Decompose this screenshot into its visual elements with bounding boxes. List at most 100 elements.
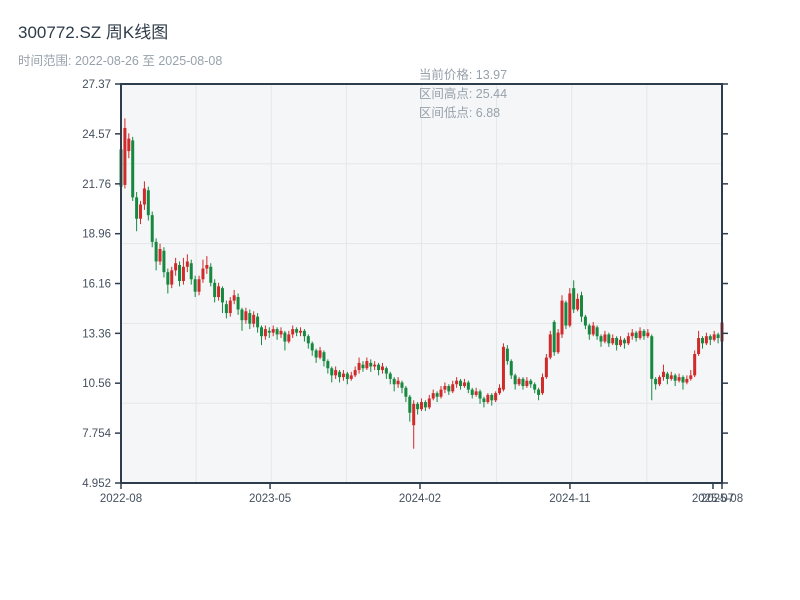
- candle-body: [373, 364, 377, 367]
- candle-body: [408, 396, 412, 413]
- candle-body: [603, 334, 607, 342]
- candle-body: [295, 329, 299, 333]
- candle-body: [486, 394, 490, 403]
- candle-body: [474, 391, 478, 395]
- candle-body: [459, 380, 463, 387]
- candle-body: [244, 311, 248, 321]
- candle-body: [384, 368, 388, 374]
- candle-body: [205, 265, 209, 269]
- candle-body: [607, 334, 611, 344]
- candle-body: [447, 386, 451, 392]
- candle-body: [416, 403, 420, 410]
- candle-body: [443, 386, 447, 390]
- y-tick-label: 18.96: [82, 229, 111, 241]
- candle-body: [197, 279, 201, 292]
- x-tick-label: 2023-05: [249, 493, 291, 505]
- candle-body: [232, 295, 236, 301]
- candle-body: [669, 375, 673, 379]
- candle-body: [595, 327, 599, 337]
- candle-body: [189, 263, 193, 280]
- current-price-text: 当前价格: 13.97: [418, 68, 508, 82]
- candle-body: [665, 373, 669, 379]
- candle-body: [181, 266, 185, 282]
- candle-body: [580, 295, 584, 317]
- candle-body: [455, 380, 459, 385]
- candle-body: [127, 138, 131, 152]
- candle-body: [439, 389, 443, 397]
- candle-body: [501, 346, 505, 390]
- candle-body: [236, 297, 240, 310]
- candle-body: [638, 330, 642, 338]
- candle-body: [513, 375, 517, 385]
- x-tick-label: 2024-11: [549, 493, 590, 505]
- y-tick-label: 27.37: [82, 79, 111, 91]
- candle-body: [462, 382, 466, 387]
- candle-body: [587, 325, 591, 335]
- candle-body: [361, 364, 365, 369]
- candle-body: [146, 190, 150, 216]
- candle-body: [380, 366, 384, 371]
- candle-body: [341, 373, 345, 378]
- candle-body: [572, 288, 576, 310]
- candle-body: [252, 314, 256, 324]
- candle-body: [619, 339, 623, 346]
- candle-body: [228, 300, 232, 314]
- candle-body: [217, 286, 221, 298]
- x-tick-label: 2025-07: [692, 493, 734, 505]
- candle-body: [267, 330, 271, 333]
- candle-body: [697, 337, 701, 354]
- candle-body: [299, 330, 303, 333]
- candle-body: [314, 350, 318, 358]
- candle-body: [505, 348, 509, 362]
- candle-body: [349, 375, 353, 379]
- candle-body: [490, 394, 494, 401]
- candle-body: [400, 382, 404, 388]
- candle-body: [162, 250, 166, 273]
- candle-body: [470, 389, 474, 395]
- range-low-text: 区间低点: 6.88: [418, 106, 501, 120]
- candle-body: [377, 364, 381, 371]
- candle-body: [201, 268, 205, 280]
- candle-body: [178, 265, 182, 282]
- candle-body: [556, 332, 560, 353]
- candle-body: [704, 336, 708, 344]
- candle-body: [209, 266, 213, 283]
- candle-body: [529, 380, 533, 385]
- candle-body: [259, 327, 263, 337]
- candle-body: [423, 402, 427, 408]
- candle-body: [677, 377, 681, 381]
- candle-body: [174, 263, 178, 271]
- candle-body: [357, 362, 361, 371]
- candle-body: [420, 402, 423, 410]
- candle-body: [131, 140, 135, 198]
- candle-body: [353, 370, 357, 376]
- candle-body: [591, 325, 595, 335]
- candle-body: [615, 337, 619, 346]
- candle-body: [689, 375, 693, 379]
- candle-body: [248, 313, 252, 324]
- candle-body: [537, 389, 541, 395]
- candle-body: [650, 336, 654, 379]
- candle-body: [533, 384, 537, 390]
- candle-body: [369, 362, 373, 367]
- candle-body: [158, 248, 162, 262]
- price-stats: 当前价格: 13.97 区间高点: 25.44 区间低点: 6.88: [398, 50, 523, 135]
- candle-body: [466, 382, 470, 390]
- candle-body: [708, 336, 712, 340]
- candle-body: [661, 371, 665, 378]
- candle-body: [540, 377, 544, 394]
- candle-body: [498, 387, 502, 394]
- candle-body: [404, 387, 408, 397]
- candle-body: [583, 316, 587, 326]
- candle-body: [396, 380, 400, 385]
- y-tick-label: 24.57: [82, 129, 111, 141]
- candle-body: [509, 361, 513, 376]
- date-range-text: 时间范围: 2022-08-26 至 2025-08-08: [18, 54, 223, 68]
- candle-body: [654, 378, 658, 385]
- candle-body: [240, 309, 244, 321]
- candle-body: [392, 378, 396, 385]
- candle-body: [646, 332, 650, 337]
- candle-body: [517, 378, 521, 385]
